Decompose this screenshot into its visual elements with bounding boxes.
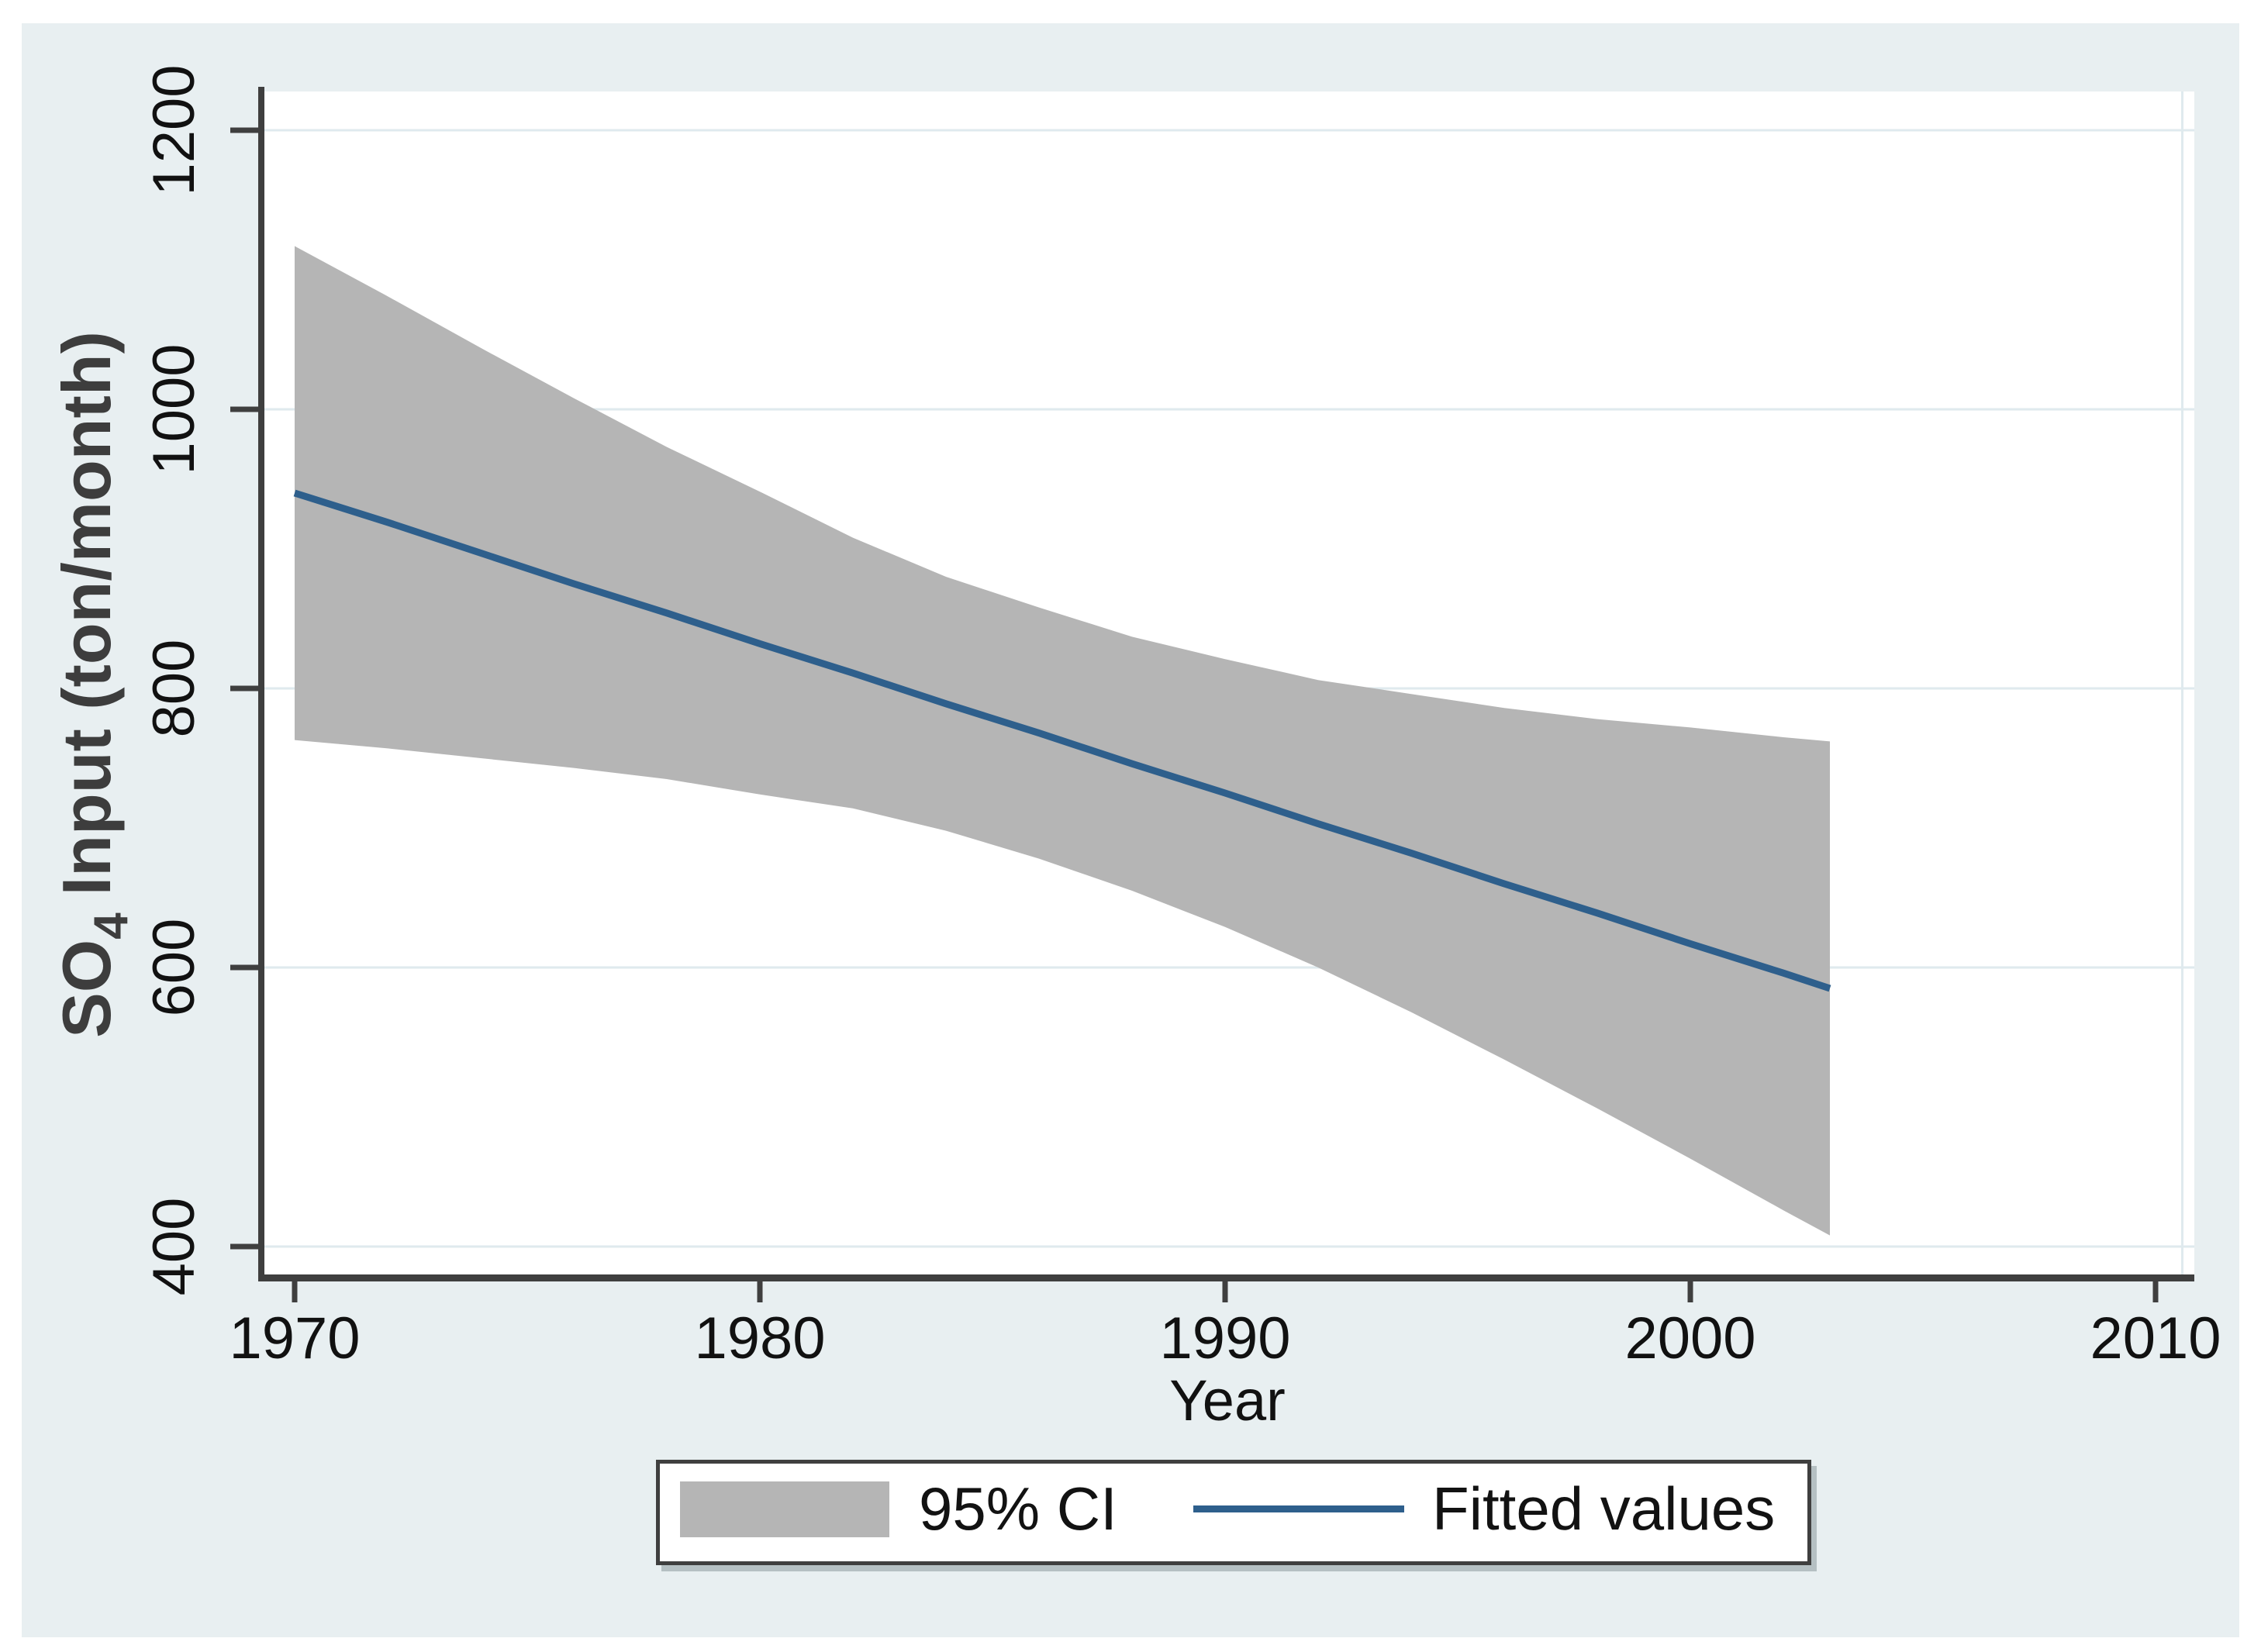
fitted-line bbox=[293, 489, 1831, 992]
y-tick-1200 bbox=[230, 127, 261, 133]
h-gridline-1000 bbox=[261, 408, 2194, 411]
y-tick-label-1200: 1200 bbox=[141, 64, 207, 195]
axes bbox=[258, 87, 2194, 1281]
y-tick-800 bbox=[230, 685, 261, 691]
x-axis-line bbox=[258, 1274, 2194, 1281]
y-axis-title-base: SO bbox=[48, 940, 125, 1038]
y-tick-label-600: 600 bbox=[141, 919, 207, 1017]
y-tick-1000 bbox=[230, 406, 261, 412]
x-tick-1990 bbox=[1222, 1281, 1228, 1302]
h-gridline-1200 bbox=[261, 129, 2194, 132]
y-axis-title-rest: Input (ton/month) bbox=[48, 331, 125, 895]
y-tick-label-400: 400 bbox=[141, 1198, 207, 1296]
y-tick-label-1000: 1000 bbox=[141, 343, 207, 474]
x-tick-label-1980: 1980 bbox=[694, 1305, 825, 1371]
legend: 95% CI Fitted values bbox=[656, 1460, 1811, 1565]
y-tick-600 bbox=[230, 964, 261, 971]
legend-label-ci: 95% CI bbox=[919, 1474, 1117, 1543]
x-tick-label-2010: 2010 bbox=[2090, 1305, 2221, 1371]
legend-label-fitted: Fitted values bbox=[1432, 1474, 1776, 1543]
ci-band-swatch bbox=[680, 1481, 889, 1537]
x-tick-1970 bbox=[292, 1281, 298, 1302]
x-axis-title: Year bbox=[1169, 1368, 1286, 1433]
x-tick-label-1990: 1990 bbox=[1159, 1305, 1290, 1371]
y-tick-label-800: 800 bbox=[141, 640, 207, 738]
fitted-line-sample bbox=[1193, 1505, 1404, 1512]
h-gridline-600 bbox=[261, 966, 2194, 969]
x-tick-1980 bbox=[757, 1281, 763, 1302]
x-tick-label-2000: 2000 bbox=[1624, 1305, 1755, 1371]
axis-ticks bbox=[230, 127, 2159, 1302]
plot-right-edge bbox=[2181, 91, 2183, 1278]
x-tick-label-1970: 1970 bbox=[229, 1305, 360, 1371]
x-tick-2010 bbox=[2152, 1281, 2159, 1302]
y-axis-title-subscript: 4 bbox=[85, 912, 138, 940]
y-axis-title: SO4 Input (ton/month) bbox=[48, 331, 138, 1038]
fitted-line-group bbox=[293, 489, 1831, 992]
y-tick-400 bbox=[230, 1243, 261, 1250]
axis-tick-labels: 1970 1980 1990 2000 2010 400 600 800 1000 1200 bbox=[141, 64, 2221, 1371]
x-tick-2000 bbox=[1687, 1281, 1693, 1302]
h-gridline-400 bbox=[261, 1245, 2194, 1248]
y-axis-line bbox=[258, 87, 264, 1281]
